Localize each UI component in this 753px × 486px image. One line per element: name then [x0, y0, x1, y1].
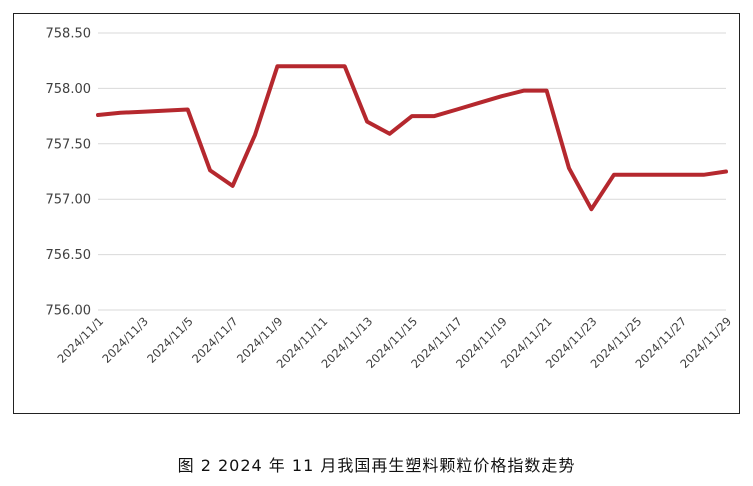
y-axis-ticks: 756.00 756.50 757.00 757.50 758.00 758.50	[46, 27, 92, 319]
y-tick-label: 757.50	[46, 137, 92, 152]
y-tick-label: 758.50	[46, 27, 92, 42]
y-tick-label: 757.00	[46, 193, 92, 208]
y-tick-label: 758.00	[46, 82, 92, 97]
y-tick-label: 756.50	[46, 248, 92, 263]
x-tick-label: 2024/11/3	[99, 314, 151, 366]
x-axis-ticks: 2024/11/12024/11/32024/11/52024/11/72024…	[55, 314, 735, 371]
x-tick-label: 2024/11/1	[55, 314, 107, 366]
x-tick-label: 2024/11/5	[144, 314, 196, 366]
figure-caption: 图 2 2024 年 11 月我国再生塑料颗粒价格指数走势	[177, 456, 576, 475]
series-line-0	[96, 64, 728, 212]
line-chart: 756.00 756.50 757.00 757.50 758.00 758.50 202…	[46, 27, 735, 372]
x-tick-label: 2024/11/7	[189, 314, 241, 366]
series-lines	[96, 64, 728, 212]
chart-frame: 756.00 756.50 757.00 757.50 758.00 758.50 202…	[13, 13, 740, 414]
gridlines	[98, 32, 726, 311]
y-tick-label: 756.00	[46, 304, 92, 319]
